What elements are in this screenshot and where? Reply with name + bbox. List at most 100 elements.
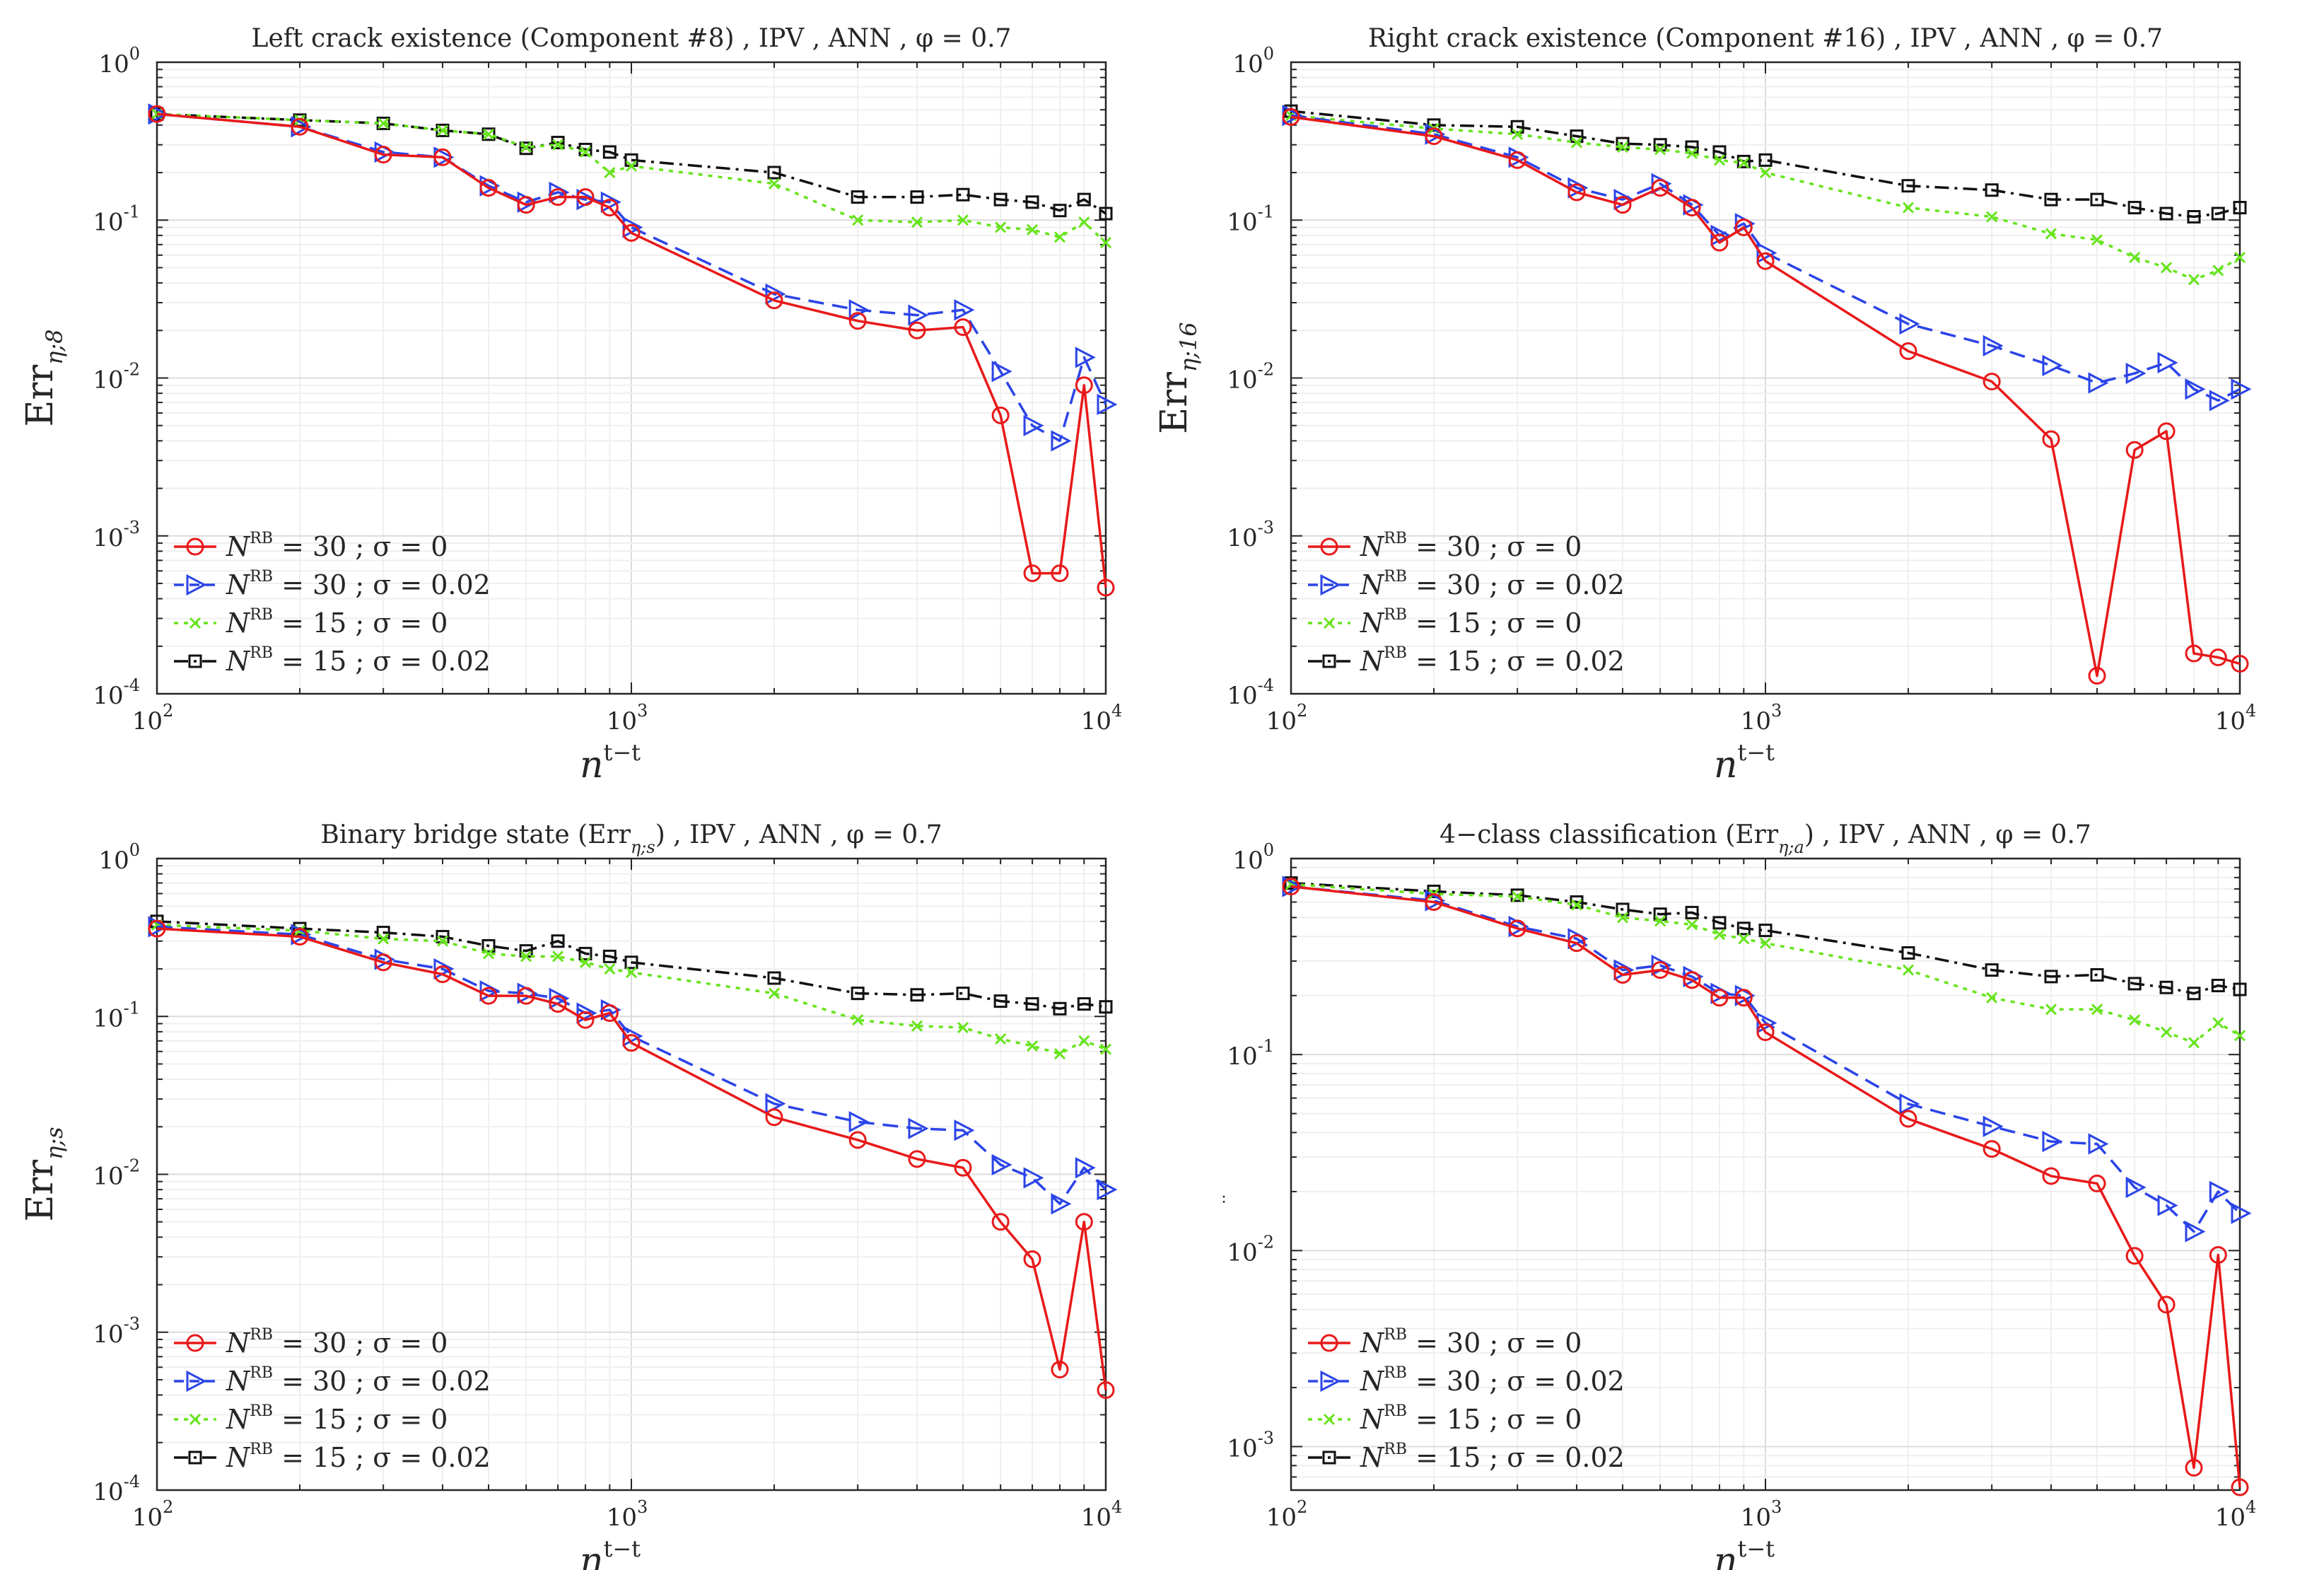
- data-point: [1023, 564, 1041, 583]
- data-point: [2042, 1131, 2063, 1153]
- data-point: [551, 934, 565, 948]
- data-point: [1051, 1361, 1069, 1379]
- data-point: [1567, 183, 1586, 202]
- legend-symbol: N: [1360, 531, 1385, 562]
- legend-sup: RB: [250, 530, 273, 547]
- data-point: [2042, 354, 2063, 376]
- legend-label: NRB = 30 ; σ = 0: [226, 1326, 448, 1359]
- series-1: [1282, 878, 2249, 1496]
- tick-exponent: 3: [637, 1497, 648, 1517]
- data-point: [852, 1014, 864, 1026]
- data-point: [1756, 252, 1775, 270]
- series-1: [148, 919, 1115, 1400]
- data-point: [1053, 231, 1066, 243]
- tick-exponent: -3: [1258, 1429, 1274, 1448]
- data-point: [2044, 970, 2058, 984]
- data-point: [956, 987, 970, 1001]
- legend-rest: = 15 ; σ = 0: [1407, 1404, 1582, 1435]
- y-tick-label: 100: [1232, 44, 1274, 78]
- tick-base: 10: [1741, 1504, 1771, 1532]
- tick-base: 10: [1081, 1504, 1111, 1532]
- legend-rest: = 30 ; σ = 0.02: [273, 569, 491, 600]
- data-point: [1097, 578, 1115, 597]
- data-point: [1901, 179, 1915, 193]
- data-point: [1570, 895, 1584, 909]
- data-point: [1075, 1213, 1093, 1231]
- data-point: [1570, 899, 1583, 911]
- data-point: [908, 304, 929, 326]
- legend-symbol: N: [1360, 1366, 1385, 1397]
- data-point: [374, 146, 392, 164]
- data-point: [1901, 946, 1915, 960]
- tick-base: 10: [93, 1004, 123, 1033]
- data-point: [374, 953, 392, 972]
- data-point: [622, 1025, 643, 1047]
- data-point: [768, 987, 781, 999]
- legend-marker: [186, 1334, 204, 1352]
- legend-symbol: N: [1360, 607, 1385, 639]
- legend-label: NRB = 30 ; σ = 0: [226, 530, 448, 562]
- legend-rest: = 30 ; σ = 0: [1407, 1327, 1582, 1359]
- legend-label: NRB = 15 ; σ = 0.02: [226, 1441, 491, 1473]
- legend-sup: RB: [1384, 606, 1407, 624]
- data-point: [2187, 210, 2201, 224]
- data-point: [1616, 902, 1630, 917]
- y-axis-label-sub: η;16: [1175, 322, 1202, 372]
- chart-title: 4−class classification (Errη;a) , IPV , …: [1440, 820, 2091, 857]
- data-point: [2088, 1133, 2109, 1155]
- legend-item-4: NRB = 15 ; σ = 0.02: [1308, 644, 1625, 677]
- data-point: [481, 938, 496, 953]
- legend: NRB = 30 ; σ = 0 N RB = 30 ; σ = 0.02 NRB =…: [174, 530, 491, 677]
- title-text: Binary bridge state (Err: [320, 820, 631, 849]
- legend-marker: [188, 1450, 202, 1465]
- legend-marker: [189, 1413, 202, 1426]
- data-point: [767, 165, 781, 180]
- tick-base: 10: [93, 1320, 123, 1349]
- data-point: [576, 188, 595, 207]
- data-point: [2185, 1458, 2203, 1477]
- data-point: [2125, 441, 2144, 459]
- legend-sup: RB: [1384, 644, 1407, 662]
- data-point: [1613, 965, 1632, 984]
- x-tick-label: 104: [2215, 701, 2257, 735]
- tick-base: 10: [93, 1478, 123, 1506]
- grid: [1290, 858, 2241, 1491]
- data-point: [1758, 924, 1773, 938]
- legend-item-4: NRB = 15 ; σ = 0.02: [174, 644, 491, 677]
- legend-symbol: N: [226, 569, 251, 600]
- series-line: [156, 927, 1107, 1390]
- data-point: [1983, 1140, 2001, 1158]
- tick-exponent: 0: [129, 44, 140, 64]
- x-tick-label: 102: [1266, 1497, 1308, 1532]
- tick-exponent: 4: [1111, 701, 1122, 721]
- data-point: [1686, 919, 1698, 931]
- data-point: [1097, 393, 1118, 416]
- data-point: [2125, 362, 2147, 385]
- data-point: [908, 1117, 929, 1139]
- data-point: [2233, 982, 2247, 996]
- data-point: [767, 971, 781, 985]
- data-point: [991, 361, 1012, 383]
- legend-rest: = 30 ; σ = 0.02: [1407, 569, 1625, 600]
- legend-rest: = 30 ; σ = 0: [273, 531, 448, 562]
- data-point: [765, 1093, 786, 1115]
- y-axis-label-base: Err: [19, 365, 62, 427]
- data-point: [2129, 252, 2141, 264]
- tick-exponent: 3: [1771, 701, 1782, 721]
- data-point: [1758, 153, 1773, 167]
- data-point: [2157, 1194, 2178, 1216]
- legend-symbol: N: [1360, 1442, 1385, 1473]
- y-tick-label: 10-2: [1227, 360, 1274, 395]
- legend-marker: [186, 537, 204, 556]
- data-point: [765, 291, 783, 310]
- data-point: [2231, 1478, 2249, 1496]
- legend-label: NRB = 15 ; σ = 0: [1360, 1402, 1582, 1435]
- data-point: [2211, 207, 2225, 221]
- chart-title: Right crack existence (Component #16) , …: [1368, 24, 2163, 53]
- data-point: [1053, 1047, 1066, 1060]
- legend-symbol: N: [1360, 1404, 1385, 1435]
- y-tick-label: 100: [98, 44, 140, 78]
- data-point: [1026, 1040, 1039, 1052]
- chart-title: Left crack existence (Component #8) , IP…: [252, 24, 1012, 53]
